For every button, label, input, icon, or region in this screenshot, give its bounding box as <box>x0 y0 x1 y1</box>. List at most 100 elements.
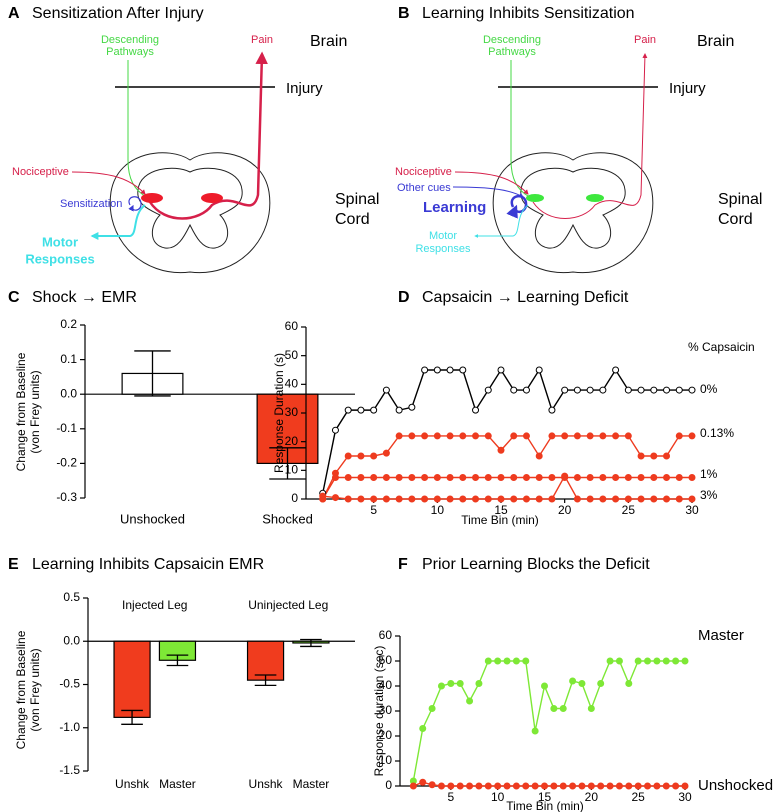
label: Injury <box>286 80 323 97</box>
point <box>433 366 441 374</box>
point <box>459 495 467 503</box>
point <box>357 452 365 460</box>
label: Pain <box>251 34 273 46</box>
point <box>408 474 416 481</box>
point <box>650 386 658 394</box>
y-tick-label: 20 <box>379 728 393 742</box>
y-tick-label: 20 <box>285 434 299 448</box>
point <box>331 494 339 502</box>
point <box>522 432 530 440</box>
y-tick-label: -0.5 <box>59 677 80 691</box>
point <box>624 386 632 394</box>
point <box>675 474 683 481</box>
point <box>688 495 696 503</box>
point <box>510 495 518 503</box>
point <box>637 474 645 481</box>
x-tick-label: 5 <box>447 790 454 804</box>
label: Injury <box>669 80 706 97</box>
gray-matter <box>520 167 626 249</box>
point <box>408 403 416 411</box>
series-line <box>412 660 685 782</box>
error-bar <box>254 674 277 687</box>
point <box>573 474 581 481</box>
point <box>344 452 352 460</box>
point <box>395 406 403 414</box>
panel-letter: A <box>8 5 20 22</box>
point <box>550 782 558 790</box>
point <box>459 366 467 374</box>
point <box>573 495 581 503</box>
point <box>625 680 633 687</box>
point <box>650 452 658 460</box>
point <box>597 782 605 790</box>
point <box>421 474 429 481</box>
x-tick-label: Shocked <box>262 511 313 526</box>
point <box>497 366 505 374</box>
point <box>675 495 683 503</box>
y-axis-label: (von Frey units) <box>28 370 42 453</box>
label: Cord <box>335 211 370 228</box>
series-line <box>322 435 692 500</box>
point <box>587 782 595 790</box>
y-tick-label: 0 <box>291 491 298 505</box>
x-tick-label: 10 <box>431 503 445 517</box>
motor-path <box>474 204 529 238</box>
point <box>395 432 403 440</box>
point <box>606 782 614 790</box>
point <box>624 495 632 503</box>
point <box>382 449 390 457</box>
point <box>688 386 696 394</box>
point <box>559 705 567 712</box>
series-label: 0.13% <box>700 426 734 440</box>
y-axis-label: Response duration (sec) <box>372 646 386 777</box>
point <box>599 495 607 503</box>
chart: E Learning Inhibits Capsaicin EMR Change f… <box>8 556 355 791</box>
error-bar <box>269 447 306 480</box>
x-tick-label: Unshk <box>115 777 150 791</box>
panel-letter: F <box>398 556 408 573</box>
x-tick-label: 20 <box>558 503 572 517</box>
point <box>446 366 454 374</box>
x-tick-label: 15 <box>538 790 552 804</box>
point <box>421 495 429 503</box>
point <box>653 657 661 665</box>
chart-title: Prior Learning Blocks the Deficit <box>422 556 650 573</box>
point <box>484 474 492 481</box>
point <box>637 386 645 394</box>
point <box>447 782 455 790</box>
point <box>650 495 658 503</box>
point <box>663 452 671 460</box>
point <box>599 386 607 394</box>
point <box>578 680 586 687</box>
point <box>331 474 339 481</box>
point <box>675 386 683 394</box>
point <box>662 782 670 790</box>
point <box>559 782 567 790</box>
chart: C Shock → EMR Change from Baseline (von Fre… <box>8 289 355 526</box>
panel-letter: D <box>398 289 410 306</box>
descending-path <box>510 60 529 197</box>
cues-arrow <box>452 186 524 198</box>
point <box>433 495 441 503</box>
point <box>370 474 378 481</box>
point <box>535 474 543 481</box>
error-bar <box>166 654 189 667</box>
point <box>612 432 620 440</box>
point <box>484 386 492 394</box>
label: Learning <box>423 199 486 216</box>
point <box>599 432 607 440</box>
spinal-cord <box>492 152 654 274</box>
label: Sensitization <box>60 198 122 210</box>
point <box>634 782 642 790</box>
chart-title: Capsaicin → Learning Deficit <box>422 289 629 306</box>
series-label: 0% <box>700 382 718 396</box>
point <box>615 657 623 665</box>
y-tick-label: 50 <box>379 653 393 667</box>
group-label: Uninjected Leg <box>248 598 328 612</box>
point <box>466 782 474 790</box>
point <box>419 725 427 732</box>
point <box>548 474 556 481</box>
point <box>447 680 455 687</box>
label: Nociceptive <box>395 166 452 178</box>
label: Cord <box>718 211 753 228</box>
